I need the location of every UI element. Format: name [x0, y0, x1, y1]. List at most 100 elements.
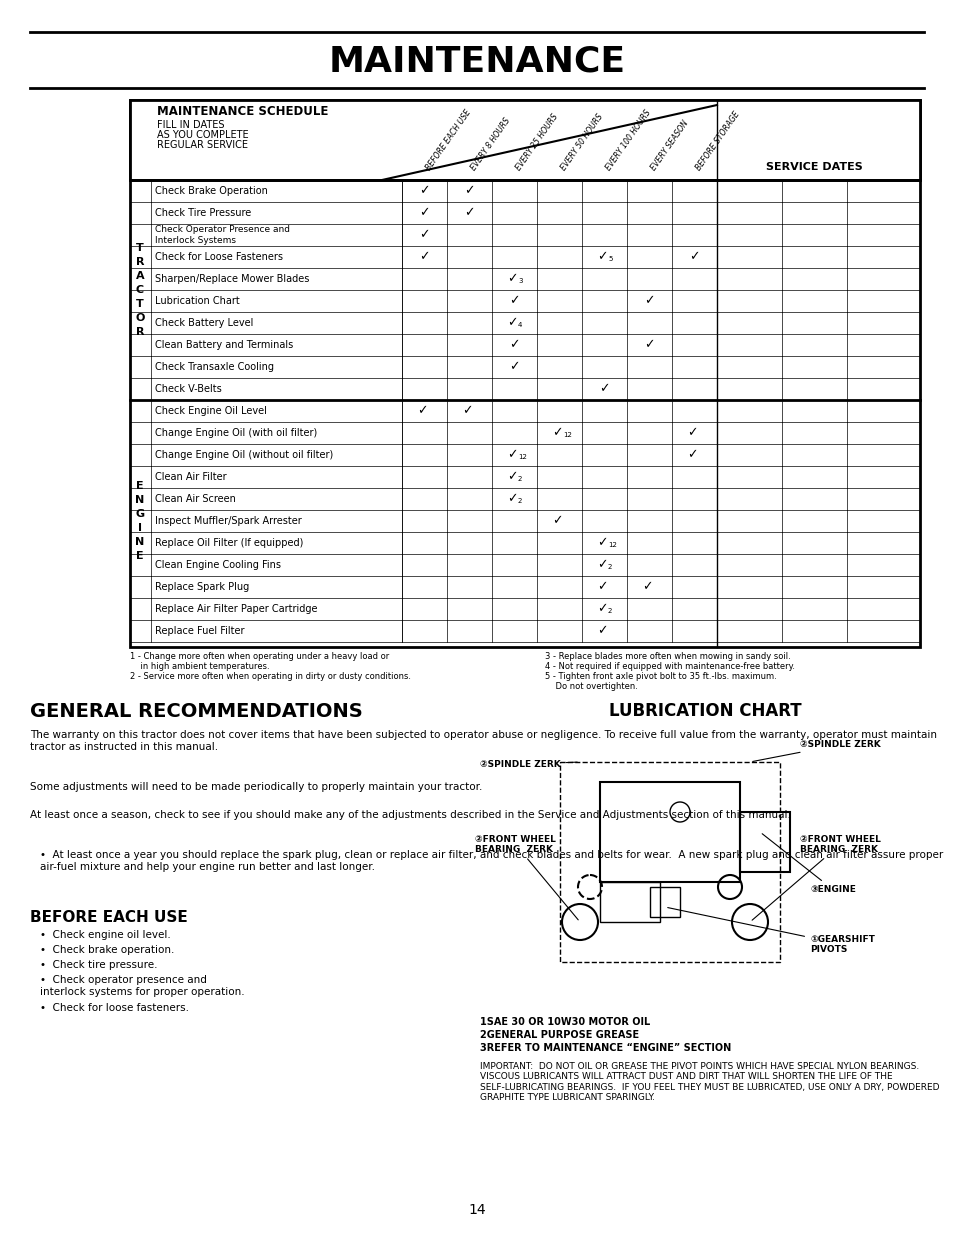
Text: Check V-Belts: Check V-Belts	[154, 384, 221, 394]
Bar	[130, 100, 919, 180]
Text: Change Engine Oil (with oil filter): Change Engine Oil (with oil filter)	[154, 429, 317, 438]
Text: Check Brake Operation: Check Brake Operation	[154, 186, 268, 196]
Text: Replace Spark Plug: Replace Spark Plug	[154, 582, 249, 592]
Text: Change Engine Oil (without oil filter): Change Engine Oil (without oil filter)	[154, 450, 333, 459]
Text: •  Check for loose fasteners.: • Check for loose fasteners.	[40, 1003, 189, 1013]
Text: ✓: ✓	[416, 405, 427, 417]
Text: MAINTENANCE SCHEDULE: MAINTENANCE SCHEDULE	[157, 105, 328, 119]
Text: At least once a season, check to see if you should make any of the adjustments d: At least once a season, check to see if …	[30, 810, 790, 820]
Text: T
R
A
C
T
O
R: T R A C T O R	[135, 243, 145, 337]
Text: ✓: ✓	[463, 206, 474, 220]
Text: Check Operator Presence and
Interlock Systems: Check Operator Presence and Interlock Sy…	[154, 225, 290, 245]
Text: ✓: ✓	[506, 316, 517, 330]
Text: GENERAL RECOMMENDATIONS: GENERAL RECOMMENDATIONS	[30, 701, 362, 721]
Text: 1SAE 30 OR 10W30 MOTOR OIL: 1SAE 30 OR 10W30 MOTOR OIL	[479, 1016, 650, 1028]
Text: •  Check brake operation.: • Check brake operation.	[40, 945, 174, 955]
Text: Check Tire Pressure: Check Tire Pressure	[154, 207, 251, 219]
Bar	[599, 782, 740, 882]
Text: 4 - Not required if equipped with maintenance-free battery.: 4 - Not required if equipped with mainte…	[544, 662, 794, 671]
Text: ✓: ✓	[597, 625, 607, 637]
Text: ✓: ✓	[597, 558, 607, 572]
Text: ✓: ✓	[508, 294, 518, 308]
Text: ✓: ✓	[597, 536, 607, 550]
Text: Check for Loose Fasteners: Check for Loose Fasteners	[154, 252, 283, 262]
Text: ✓: ✓	[643, 338, 654, 352]
Text: ✓: ✓	[551, 515, 561, 527]
Text: ✓: ✓	[686, 426, 697, 440]
Text: BEFORE EACH USE: BEFORE EACH USE	[423, 107, 472, 172]
Text: ✓: ✓	[597, 251, 607, 263]
Text: Lubrication Chart: Lubrication Chart	[154, 296, 239, 306]
Text: ✓: ✓	[597, 580, 607, 594]
Text: FILL IN DATES: FILL IN DATES	[157, 120, 224, 130]
Text: ②FRONT WHEEL
BEARING  ZERK: ②FRONT WHEEL BEARING ZERK	[751, 835, 880, 920]
Text: Replace Oil Filter (If equipped): Replace Oil Filter (If equipped)	[154, 538, 303, 548]
Text: EVERY 25 HOURS: EVERY 25 HOURS	[514, 112, 559, 172]
Text: ✓: ✓	[597, 603, 607, 615]
Text: Inspect Muffler/Spark Arrester: Inspect Muffler/Spark Arrester	[154, 516, 301, 526]
Text: ✓: ✓	[508, 338, 518, 352]
Text: EVERY SEASON: EVERY SEASON	[648, 119, 689, 172]
Text: ②FRONT WHEEL
BEARING  ZERK: ②FRONT WHEEL BEARING ZERK	[475, 835, 578, 920]
Text: EVERY 50 HOURS: EVERY 50 HOURS	[558, 112, 604, 172]
Text: ③ENGINE: ③ENGINE	[761, 834, 855, 894]
Text: ✓: ✓	[643, 294, 654, 308]
Text: ✓: ✓	[688, 251, 699, 263]
Text: ✓: ✓	[506, 471, 517, 483]
Text: Replace Air Filter Paper Cartridge: Replace Air Filter Paper Cartridge	[154, 604, 317, 614]
Text: ✓: ✓	[418, 251, 429, 263]
Text: •  Check engine oil level.: • Check engine oil level.	[40, 930, 171, 940]
Text: •  Check operator presence and
interlock systems for proper operation.: • Check operator presence and interlock …	[40, 974, 244, 997]
Text: 5 - Tighten front axle pivot bolt to 35 ft.-lbs. maximum.
    Do not overtighten: 5 - Tighten front axle pivot bolt to 35 …	[544, 672, 776, 692]
Text: 1 - Change more often when operating under a heavy load or
    in high ambient t: 1 - Change more often when operating und…	[130, 652, 389, 672]
Text: LUBRICATION CHART: LUBRICATION CHART	[608, 701, 801, 720]
Text: ②SPINDLE ZERK: ②SPINDLE ZERK	[479, 760, 577, 769]
Text: 14: 14	[468, 1203, 485, 1216]
Text: ✓: ✓	[506, 493, 517, 505]
Text: 5: 5	[607, 256, 612, 262]
Text: 3: 3	[517, 278, 522, 284]
Bar	[559, 762, 780, 962]
Text: ✓: ✓	[551, 426, 561, 440]
Text: 12: 12	[562, 432, 571, 438]
Text: 2: 2	[517, 498, 522, 504]
Text: The warranty on this tractor does not cover items that have been subjected to op: The warranty on this tractor does not co…	[30, 730, 936, 752]
Text: Clean Air Filter: Clean Air Filter	[154, 472, 227, 482]
Text: Check Engine Oil Level: Check Engine Oil Level	[154, 406, 267, 416]
Text: ①GEARSHIFT
PIVOTS: ①GEARSHIFT PIVOTS	[667, 908, 874, 953]
Text: ✓: ✓	[508, 361, 518, 373]
Text: E
N
G
I
N
E: E N G I N E	[135, 480, 145, 561]
Text: •  Check tire pressure.: • Check tire pressure.	[40, 960, 157, 969]
Text: AS YOU COMPLETE: AS YOU COMPLETE	[157, 130, 249, 140]
Text: EVERY 100 HOURS: EVERY 100 HOURS	[603, 109, 652, 172]
Bar	[599, 882, 659, 923]
Text: SERVICE DATES: SERVICE DATES	[765, 162, 862, 172]
Text: 2: 2	[517, 475, 522, 482]
Text: Clean Engine Cooling Fins: Clean Engine Cooling Fins	[154, 559, 281, 571]
Text: Check Battery Level: Check Battery Level	[154, 317, 253, 329]
Text: ✓: ✓	[598, 383, 609, 395]
Text: 4: 4	[517, 322, 522, 329]
Text: MAINTENANCE: MAINTENANCE	[328, 44, 625, 79]
Text: ✓: ✓	[418, 184, 429, 198]
Text: 2GENERAL PURPOSE GREASE: 2GENERAL PURPOSE GREASE	[479, 1030, 639, 1040]
Text: Check Transaxle Cooling: Check Transaxle Cooling	[154, 362, 274, 372]
Text: ✓: ✓	[418, 206, 429, 220]
Text: ✓: ✓	[418, 228, 429, 242]
Text: Replace Fuel Filter: Replace Fuel Filter	[154, 626, 244, 636]
Text: BEFORE STORAGE: BEFORE STORAGE	[693, 110, 740, 172]
Text: Clean Battery and Terminals: Clean Battery and Terminals	[154, 340, 293, 350]
Text: ✓: ✓	[506, 448, 517, 462]
Text: 2: 2	[607, 564, 612, 571]
Text: ✓: ✓	[461, 405, 472, 417]
Text: ✓: ✓	[641, 580, 652, 594]
Text: Some adjustments will need to be made periodically to properly maintain your tra: Some adjustments will need to be made pe…	[30, 782, 482, 792]
Text: IMPORTANT:  DO NOT OIL OR GREASE THE PIVOT POINTS WHICH HAVE SPECIAL NYLON BEARI: IMPORTANT: DO NOT OIL OR GREASE THE PIVO…	[479, 1062, 939, 1102]
Text: 12: 12	[607, 542, 617, 548]
Text: •  At least once a year you should replace the spark plug, clean or replace air : • At least once a year you should replac…	[40, 850, 943, 872]
Text: REGULAR SERVICE: REGULAR SERVICE	[157, 140, 248, 149]
Text: 2 - Service more often when operating in dirty or dusty conditions.: 2 - Service more often when operating in…	[130, 672, 411, 680]
Text: 3REFER TO MAINTENANCE “ENGINE” SECTION: 3REFER TO MAINTENANCE “ENGINE” SECTION	[479, 1044, 731, 1053]
Bar	[130, 100, 919, 647]
Text: Clean Air Screen: Clean Air Screen	[154, 494, 235, 504]
